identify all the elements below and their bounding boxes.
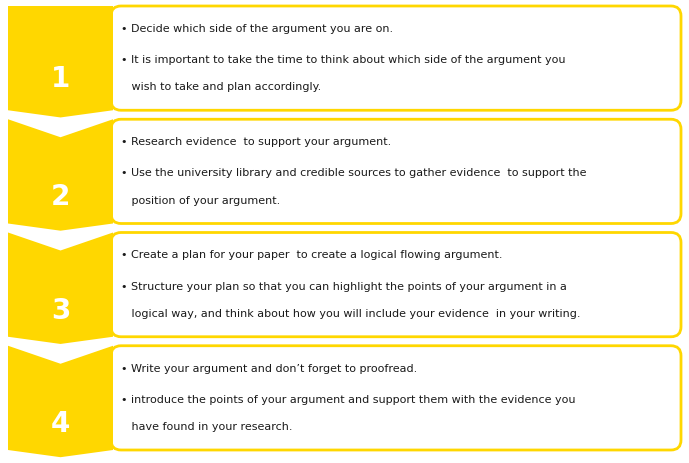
FancyBboxPatch shape xyxy=(111,346,681,450)
Text: 1: 1 xyxy=(51,65,70,93)
FancyBboxPatch shape xyxy=(111,232,681,337)
FancyBboxPatch shape xyxy=(111,119,681,224)
Polygon shape xyxy=(8,6,113,118)
Text: • Decide which side of the argument you are on.: • Decide which side of the argument you … xyxy=(121,24,393,34)
Text: 2: 2 xyxy=(51,183,70,212)
Text: • Structure your plan so that you can highlight the points of your argument in a: • Structure your plan so that you can hi… xyxy=(121,282,567,292)
Text: • It is important to take the time to think about which side of the argument you: • It is important to take the time to th… xyxy=(121,55,566,65)
Text: • introduce the points of your argument and support them with the evidence you: • introduce the points of your argument … xyxy=(121,395,575,405)
Text: • Use the university library and credible sources to gather evidence  to support: • Use the university library and credibl… xyxy=(121,169,586,178)
Text: 4: 4 xyxy=(51,410,70,438)
Text: • Write your argument and don’t forget to proofread.: • Write your argument and don’t forget t… xyxy=(121,363,418,374)
Text: wish to take and plan accordingly.: wish to take and plan accordingly. xyxy=(121,82,321,92)
Text: 3: 3 xyxy=(51,297,70,325)
Polygon shape xyxy=(8,232,113,344)
Text: logical way, and think about how you will include your evidence  in your writing: logical way, and think about how you wil… xyxy=(121,309,581,319)
Polygon shape xyxy=(8,346,113,457)
Text: position of your argument.: position of your argument. xyxy=(121,195,280,206)
Text: have found in your research.: have found in your research. xyxy=(121,422,293,432)
Text: • Research evidence  to support your argument.: • Research evidence to support your argu… xyxy=(121,137,391,147)
Text: • Create a plan for your paper  to create a logical flowing argument.: • Create a plan for your paper to create… xyxy=(121,250,502,260)
FancyBboxPatch shape xyxy=(111,6,681,110)
Polygon shape xyxy=(8,119,113,231)
